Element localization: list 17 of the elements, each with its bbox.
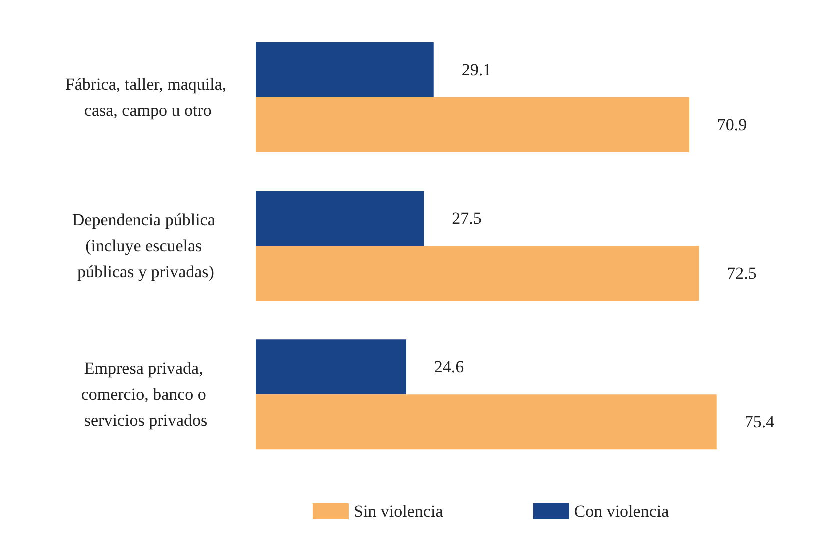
legend-label: Con violencia <box>574 502 670 521</box>
y-tick-label: Dependencia pública (incluye escuelas públicas y privadas) <box>72 210 220 282</box>
bar <box>256 340 406 395</box>
y-tick-label: Fábrica, taller, maquila, casa, campo u otro <box>65 74 227 120</box>
data-label: 70.9 <box>717 115 748 134</box>
legend-label: Sin violencia <box>354 502 444 521</box>
bar <box>256 190 424 246</box>
data-label: 27.5 <box>452 208 482 228</box>
data-label: 72.5 <box>727 264 757 284</box>
bar <box>256 394 717 450</box>
bar <box>256 246 700 302</box>
y-tick-label: Empresa privada, comercio, banco o servicios privados <box>81 359 211 430</box>
data-label: 75.4 <box>744 412 776 432</box>
data-label: 24.6 <box>434 358 464 377</box>
bar <box>256 42 434 98</box>
data-label: 29.1 <box>462 60 492 80</box>
bar <box>256 97 690 152</box>
